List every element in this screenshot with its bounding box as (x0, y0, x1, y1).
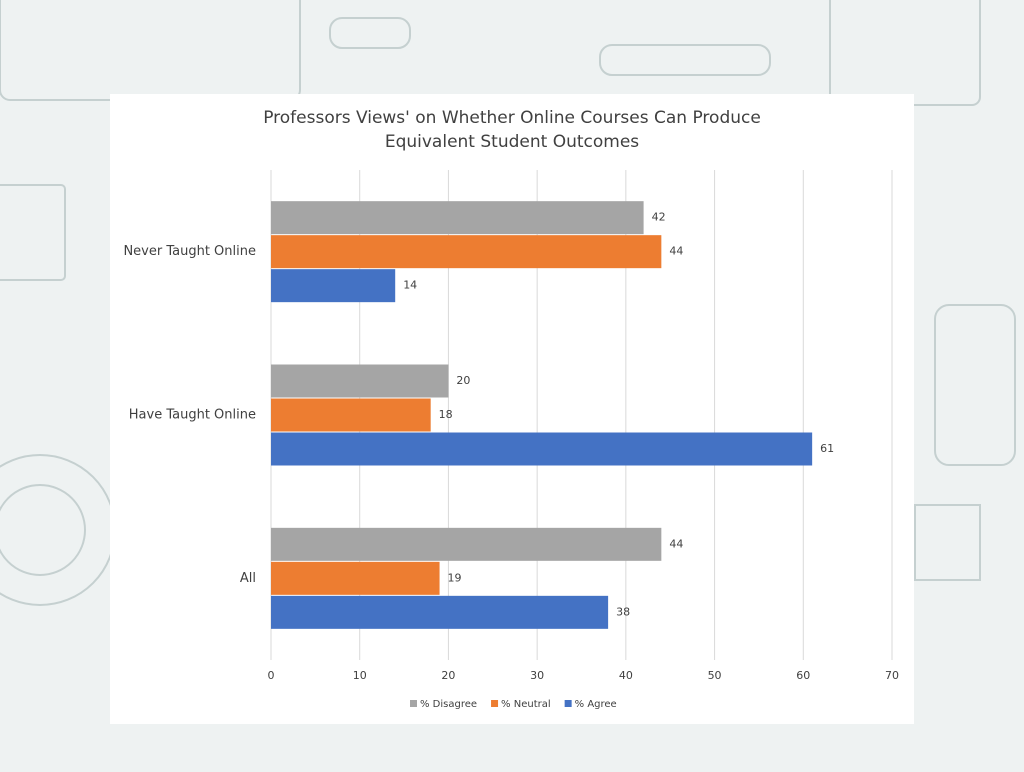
data-label: 19 (448, 571, 462, 584)
legend-label: % Neutral (501, 699, 551, 710)
bar (271, 269, 396, 303)
data-label: 44 (669, 537, 683, 550)
x-tick-label: 60 (796, 669, 810, 682)
data-label: 14 (403, 279, 417, 292)
y-tick-label: Have Taught Online (129, 408, 256, 423)
bar (271, 432, 813, 466)
x-tick-label: 20 (441, 669, 455, 682)
bar (271, 561, 440, 595)
data-label: 61 (820, 442, 834, 455)
legend-swatch (410, 700, 417, 707)
bar (271, 235, 662, 269)
chart-title: Professors Views' on Whether Online Cour… (263, 108, 761, 152)
x-tick-label: 0 (268, 669, 275, 682)
x-tick-label: 40 (619, 669, 633, 682)
y-tick-label: All (240, 571, 256, 586)
x-tick-label: 50 (708, 669, 722, 682)
x-tick-label: 70 (885, 669, 899, 682)
legend-label: % Disagree (420, 699, 477, 710)
bar (271, 527, 662, 561)
bar (271, 595, 609, 629)
data-label: 38 (616, 605, 630, 618)
legend-swatch (564, 700, 572, 707)
bar (271, 364, 449, 398)
bar (271, 398, 431, 432)
data-label: 20 (456, 374, 470, 387)
legend-swatch (491, 700, 499, 707)
y-tick-label: Never Taught Online (123, 244, 256, 259)
data-label: 42 (652, 211, 666, 224)
data-label: 18 (439, 408, 453, 421)
bar (271, 201, 644, 235)
legend-label: % Agree (575, 699, 617, 710)
x-tick-label: 30 (530, 669, 544, 682)
x-tick-label: 10 (353, 669, 367, 682)
data-label: 44 (669, 245, 683, 258)
